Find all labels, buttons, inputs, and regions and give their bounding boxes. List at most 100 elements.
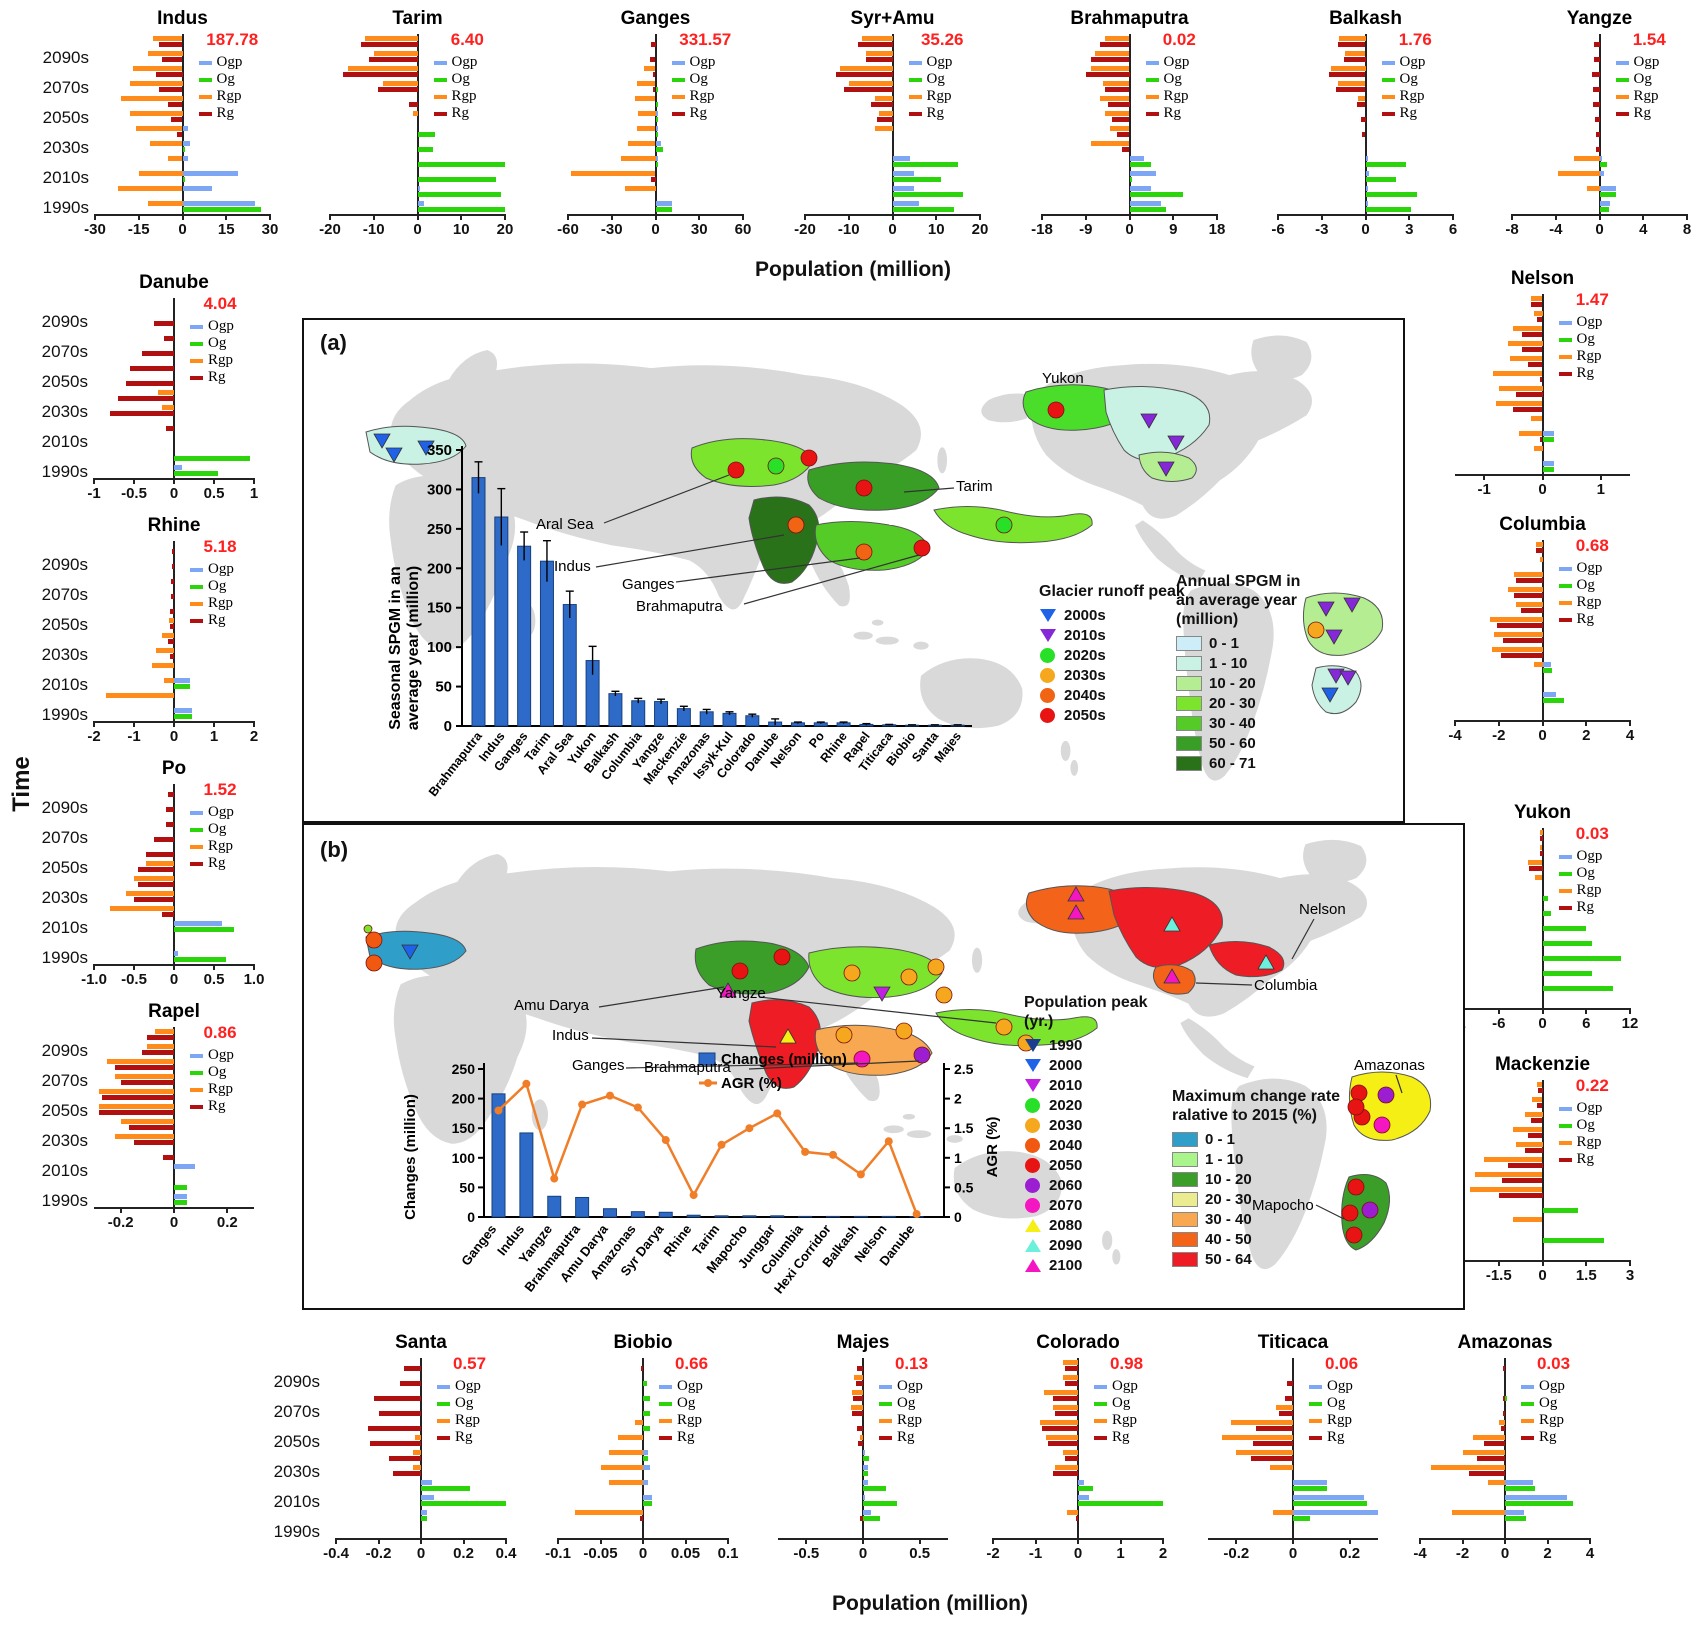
bar-ogp bbox=[643, 1450, 649, 1455]
x-tick bbox=[979, 214, 981, 220]
bar-rg bbox=[1592, 102, 1600, 107]
x-tick-label: 0 bbox=[169, 485, 179, 502]
bar-rgp bbox=[164, 678, 174, 683]
bar-rg bbox=[159, 87, 183, 92]
series-legend: Ogp Og Rgp Rg bbox=[1094, 1378, 1138, 1446]
svg-text:Changes (million): Changes (million) bbox=[402, 1094, 419, 1220]
legend-swatch bbox=[1381, 111, 1395, 116]
legend-item-ogp: Ogp bbox=[908, 54, 952, 71]
legend-annual-spgm: Annual SPGM in an average year (million) 0 … bbox=[1176, 572, 1346, 775]
bar-og bbox=[643, 1501, 652, 1506]
map-label-yangze: Yangze bbox=[716, 985, 766, 1002]
legend-label: Og bbox=[1163, 71, 1182, 87]
legend-item-og: Og bbox=[190, 335, 234, 352]
legend-swatch bbox=[190, 358, 203, 363]
legend-label: Rg bbox=[677, 1429, 695, 1445]
bar-rgp bbox=[1514, 572, 1543, 577]
panel-b-tag: (b) bbox=[320, 837, 349, 862]
bar-rg bbox=[1054, 1411, 1078, 1416]
x-tick bbox=[727, 1538, 729, 1544]
color-swatch bbox=[1172, 1252, 1198, 1267]
bar-og bbox=[643, 1396, 650, 1401]
plot-area bbox=[1278, 34, 1453, 216]
bar-og bbox=[421, 1516, 428, 1521]
color-swatch bbox=[1176, 636, 1202, 651]
bar-rg bbox=[170, 594, 174, 599]
bar-rg bbox=[640, 1516, 643, 1521]
bar-rg bbox=[1522, 347, 1543, 352]
bar-rgp bbox=[1105, 36, 1130, 41]
x-tick-label: 0.1 bbox=[717, 1545, 739, 1562]
x-tick bbox=[1497, 1008, 1500, 1014]
x-tick bbox=[1686, 214, 1688, 220]
legend-swatch bbox=[1145, 77, 1159, 82]
bar-og bbox=[1542, 911, 1552, 916]
legend-swatch bbox=[190, 1087, 203, 1092]
legend-item-rg: Rg bbox=[1615, 105, 1660, 122]
x-tick-label: 60 bbox=[734, 221, 752, 238]
bar-rg bbox=[159, 42, 183, 47]
x-tick-label: -0.2 bbox=[1223, 1545, 1250, 1562]
legend-item-label: 2010s bbox=[1064, 627, 1106, 644]
bar-og bbox=[1505, 1516, 1527, 1521]
x-tick bbox=[1364, 214, 1367, 220]
bar-rg bbox=[1065, 1366, 1078, 1371]
x-tick bbox=[213, 964, 215, 970]
legend-item-rgp: Rgp bbox=[659, 1412, 703, 1429]
legend-label: Og bbox=[1576, 1117, 1595, 1133]
legend-item-ogp: Ogp bbox=[190, 318, 234, 335]
x-tick-label: 0 bbox=[1288, 1545, 1298, 1562]
decade-label: 2050s bbox=[42, 108, 89, 127]
bar-rgp bbox=[1222, 1435, 1293, 1440]
bar-rg bbox=[156, 72, 183, 77]
bar-rg bbox=[374, 1396, 421, 1401]
bar-rgp bbox=[635, 96, 656, 101]
bar-rg bbox=[378, 1411, 421, 1416]
x-tick-label: 0.05 bbox=[670, 1545, 701, 1562]
x-tick-label: 8 bbox=[1682, 221, 1692, 238]
x-tick bbox=[505, 1538, 507, 1544]
legend-swatch bbox=[190, 584, 203, 589]
legend-label: Rg bbox=[1539, 1429, 1557, 1445]
bar-og bbox=[1542, 896, 1549, 901]
bar-rg bbox=[126, 381, 174, 386]
bar-rg bbox=[1539, 437, 1543, 442]
zero-axis bbox=[642, 1358, 644, 1538]
legend-swatch bbox=[1558, 337, 1572, 342]
circle-icon bbox=[1024, 1177, 1042, 1194]
legend-swatch bbox=[1145, 111, 1159, 116]
bar-rgp bbox=[1044, 1390, 1078, 1395]
x-tick-label: 12 bbox=[1621, 1015, 1639, 1032]
chart-title: Balkash bbox=[1329, 8, 1402, 29]
legend-item-ogp: Ogp bbox=[190, 561, 234, 578]
bar-og bbox=[1542, 926, 1587, 931]
legend-swatch bbox=[437, 1401, 450, 1406]
chart-title: Nelson bbox=[1510, 268, 1575, 289]
legend-label: Rg bbox=[1576, 1151, 1595, 1167]
x-tick-label: 4 bbox=[1625, 727, 1635, 744]
bar-og bbox=[1542, 1238, 1604, 1243]
bar-rg bbox=[1538, 1088, 1543, 1093]
x-tick bbox=[1629, 1260, 1631, 1266]
bar-rgp bbox=[1337, 81, 1366, 86]
legend-item: 50 - 64 bbox=[1172, 1251, 1382, 1268]
bar-rg bbox=[1592, 87, 1600, 92]
bar-rg bbox=[167, 102, 183, 107]
legend-title: Glacier runoff peak bbox=[1039, 582, 1189, 601]
x-tick-label: -2 bbox=[87, 728, 101, 745]
color-swatch bbox=[1176, 656, 1202, 671]
legend-item-rgp: Rgp bbox=[908, 88, 953, 105]
legend-label: Rgp bbox=[1576, 348, 1602, 364]
svg-text:50: 50 bbox=[435, 679, 452, 696]
legend-swatch bbox=[879, 1435, 892, 1440]
bar-rgp bbox=[162, 405, 174, 410]
legend-item-rgp: Rgp bbox=[190, 1081, 234, 1098]
bar-rgp bbox=[138, 171, 183, 176]
chart-title: Santa bbox=[395, 1332, 447, 1353]
legend-label: Rgp bbox=[1633, 88, 1659, 104]
chart-title: Biobio bbox=[613, 1332, 673, 1353]
x-tick bbox=[891, 214, 894, 220]
legend-item-rgp: Rgp bbox=[1558, 882, 1603, 899]
svg-text:AGR (%): AGR (%) bbox=[984, 1117, 1001, 1178]
legend-item-og: Og bbox=[1521, 1395, 1565, 1412]
